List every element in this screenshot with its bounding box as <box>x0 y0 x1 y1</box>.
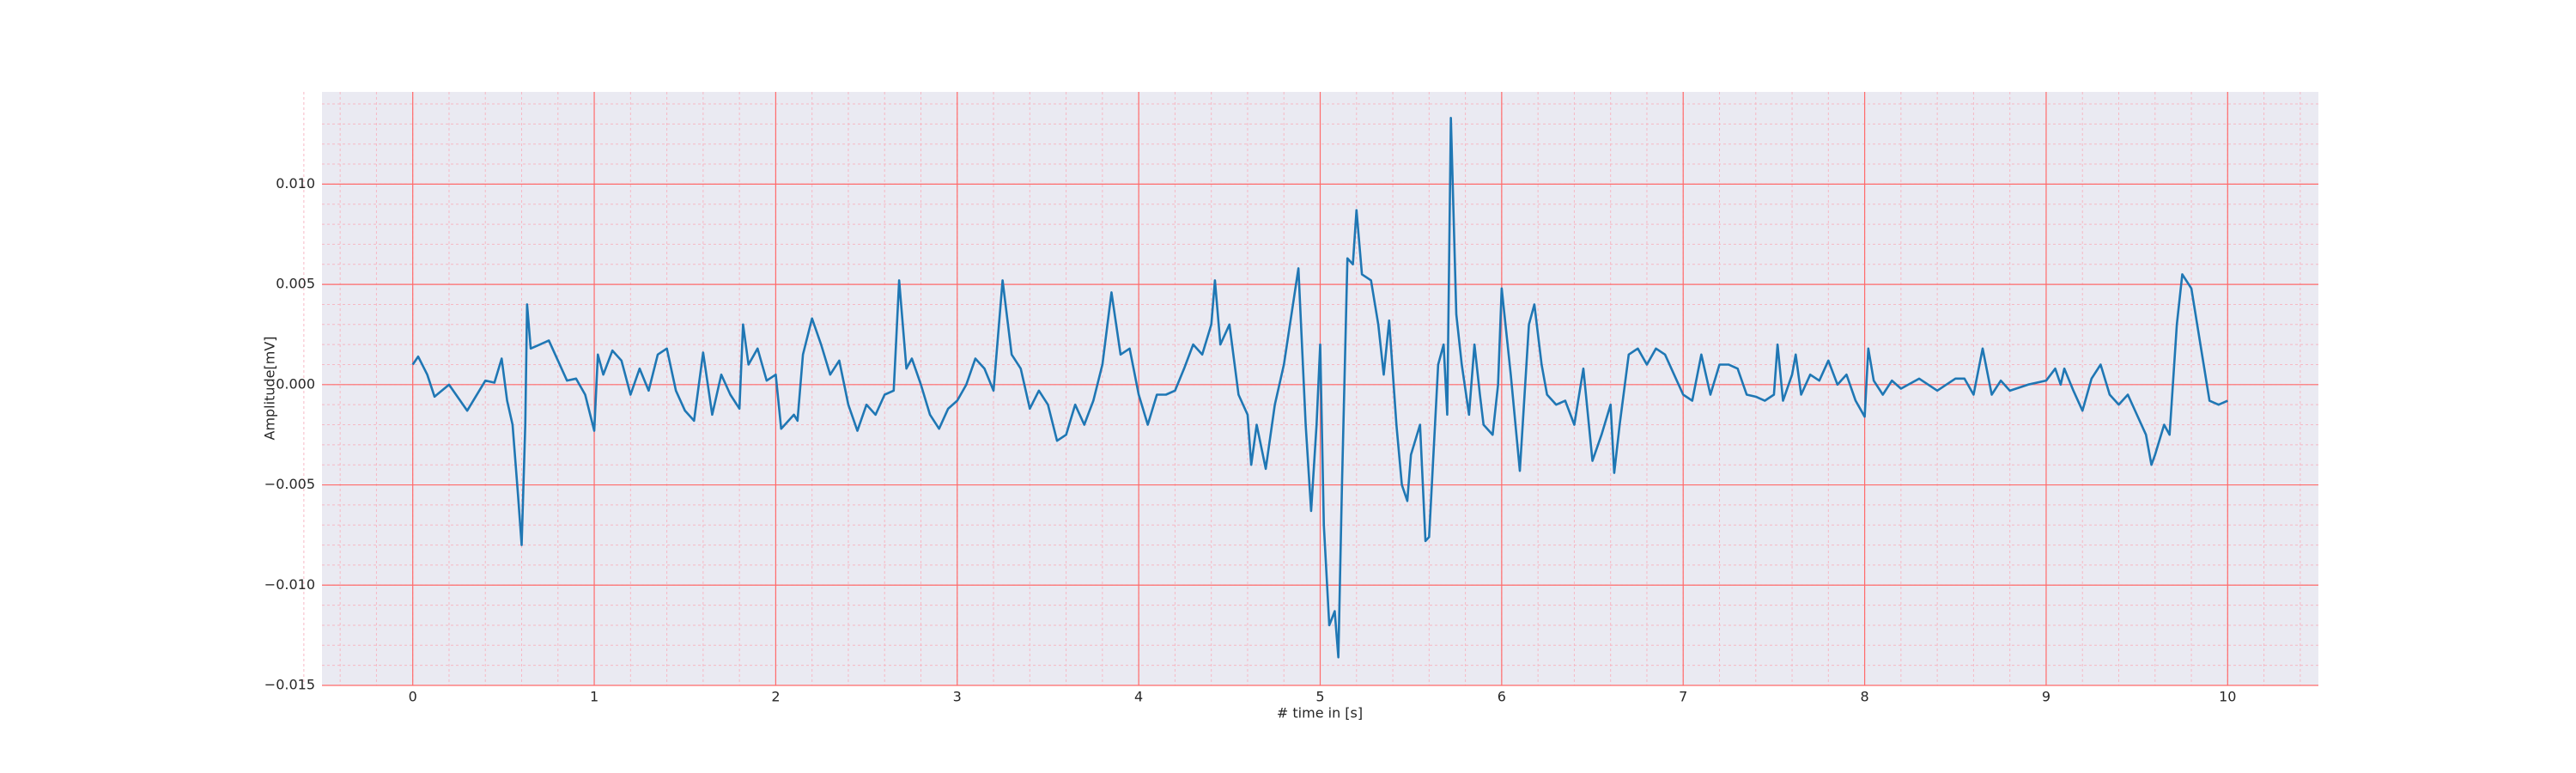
x-tick-label: 10 <box>2219 689 2236 705</box>
x-tick-label: 2 <box>771 689 780 705</box>
x-tick-label: 8 <box>1860 689 1868 705</box>
y-tick-label: −0.015 <box>264 677 315 693</box>
x-tick-label: 4 <box>1134 689 1143 705</box>
x-tick-label: 1 <box>590 689 598 705</box>
y-tick-label: −0.005 <box>264 476 315 492</box>
x-tick-label: 5 <box>1315 689 1324 705</box>
y-tick-label: 0.000 <box>276 375 315 392</box>
x-tick-label: 3 <box>953 689 962 705</box>
y-tick-label: 0.005 <box>276 276 315 292</box>
x-tick-label: 6 <box>1498 689 1506 705</box>
x-axis-label: # time in [s] <box>1277 705 1363 721</box>
x-tick-label: 0 <box>409 689 417 705</box>
y-axis-label: Amplitude[mV] <box>262 336 278 440</box>
x-tick-label: 9 <box>2042 689 2050 705</box>
y-tick-label: −0.010 <box>264 576 315 593</box>
x-tick-label: 7 <box>1679 689 1687 705</box>
signal-line <box>411 117 2228 659</box>
y-tick-label: 0.010 <box>276 175 315 192</box>
